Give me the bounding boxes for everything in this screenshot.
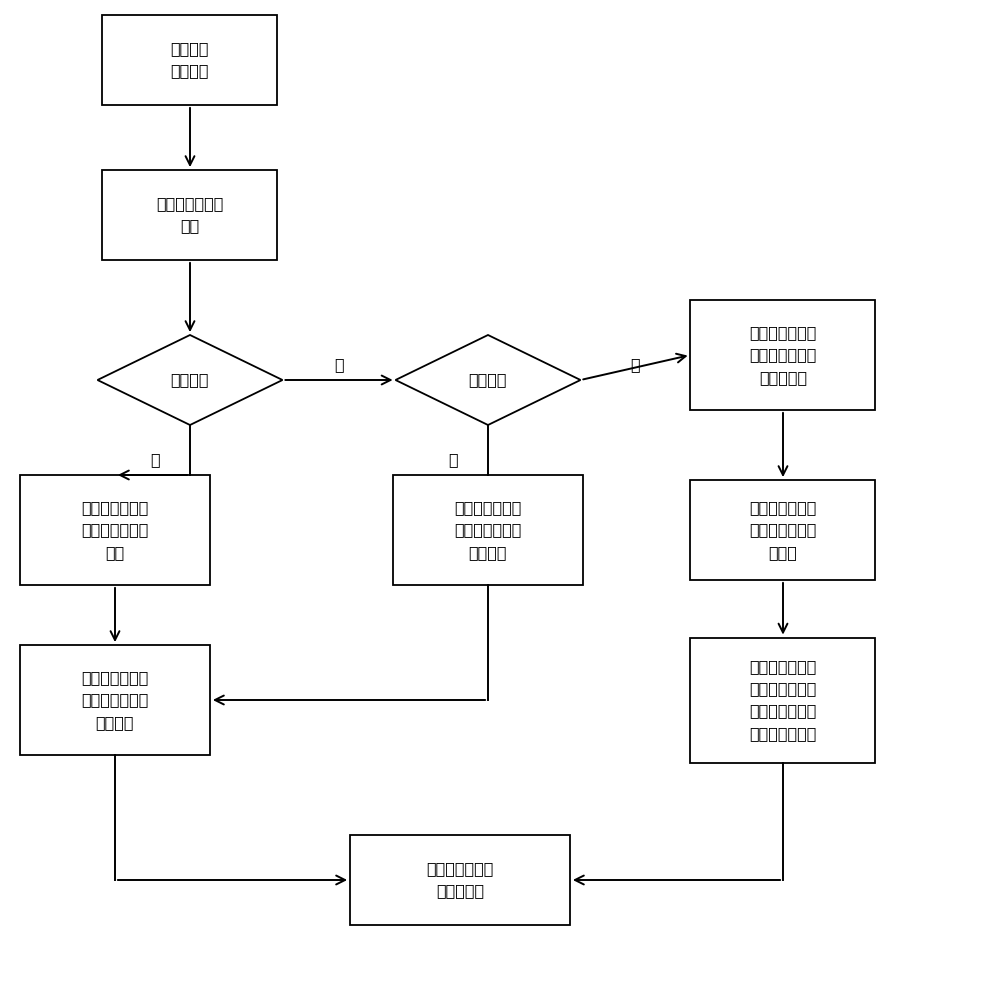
Bar bbox=[350, 835, 570, 925]
Text: 输入模糊
车牌图像: 输入模糊 车牌图像 bbox=[171, 41, 210, 79]
Bar bbox=[103, 170, 277, 260]
Text: 简单分类，获得
分割字符的分类
结果: 简单分类，获得 分割字符的分类 结果 bbox=[81, 500, 149, 560]
Text: 清晰字符: 清晰字符 bbox=[171, 372, 210, 387]
Text: 否: 否 bbox=[150, 452, 160, 468]
Bar bbox=[691, 300, 875, 410]
Text: 角点标定，字符
分割: 角点标定，字符 分割 bbox=[157, 196, 224, 234]
Text: 是: 是 bbox=[631, 358, 641, 372]
Bar bbox=[691, 480, 875, 580]
Text: 获取对应的清晰
字符样本和模糊
字符样本的对应
小块，进行拼接: 获取对应的清晰 字符样本和模糊 字符样本的对应 小块，进行拼接 bbox=[749, 659, 816, 741]
Bar bbox=[393, 475, 583, 585]
Text: 根据字符连通性
获得每小块的分
类结果: 根据字符连通性 获得每小块的分 类结果 bbox=[749, 500, 816, 560]
Bar bbox=[20, 475, 210, 585]
Text: 进行字符重建并
直方图处理: 进行字符重建并 直方图处理 bbox=[426, 861, 494, 899]
Bar bbox=[103, 15, 277, 105]
Text: 获取对应的清晰
字符样本和模糊
字符样本: 获取对应的清晰 字符样本和模糊 字符样本 bbox=[81, 670, 149, 730]
Text: 对每个分割字符
进行匹配，获得
分类结果: 对每个分割字符 进行匹配，获得 分类结果 bbox=[454, 500, 522, 560]
Text: 分块处理: 分块处理 bbox=[469, 372, 507, 387]
Bar bbox=[20, 645, 210, 755]
Text: 是: 是 bbox=[334, 358, 344, 372]
Polygon shape bbox=[395, 335, 581, 425]
Text: 分块并对每小块
进行匹配，获得
前三种分类: 分块并对每小块 进行匹配，获得 前三种分类 bbox=[749, 325, 816, 385]
Bar bbox=[691, 638, 875, 762]
Text: 否: 否 bbox=[448, 452, 458, 468]
Polygon shape bbox=[98, 335, 282, 425]
